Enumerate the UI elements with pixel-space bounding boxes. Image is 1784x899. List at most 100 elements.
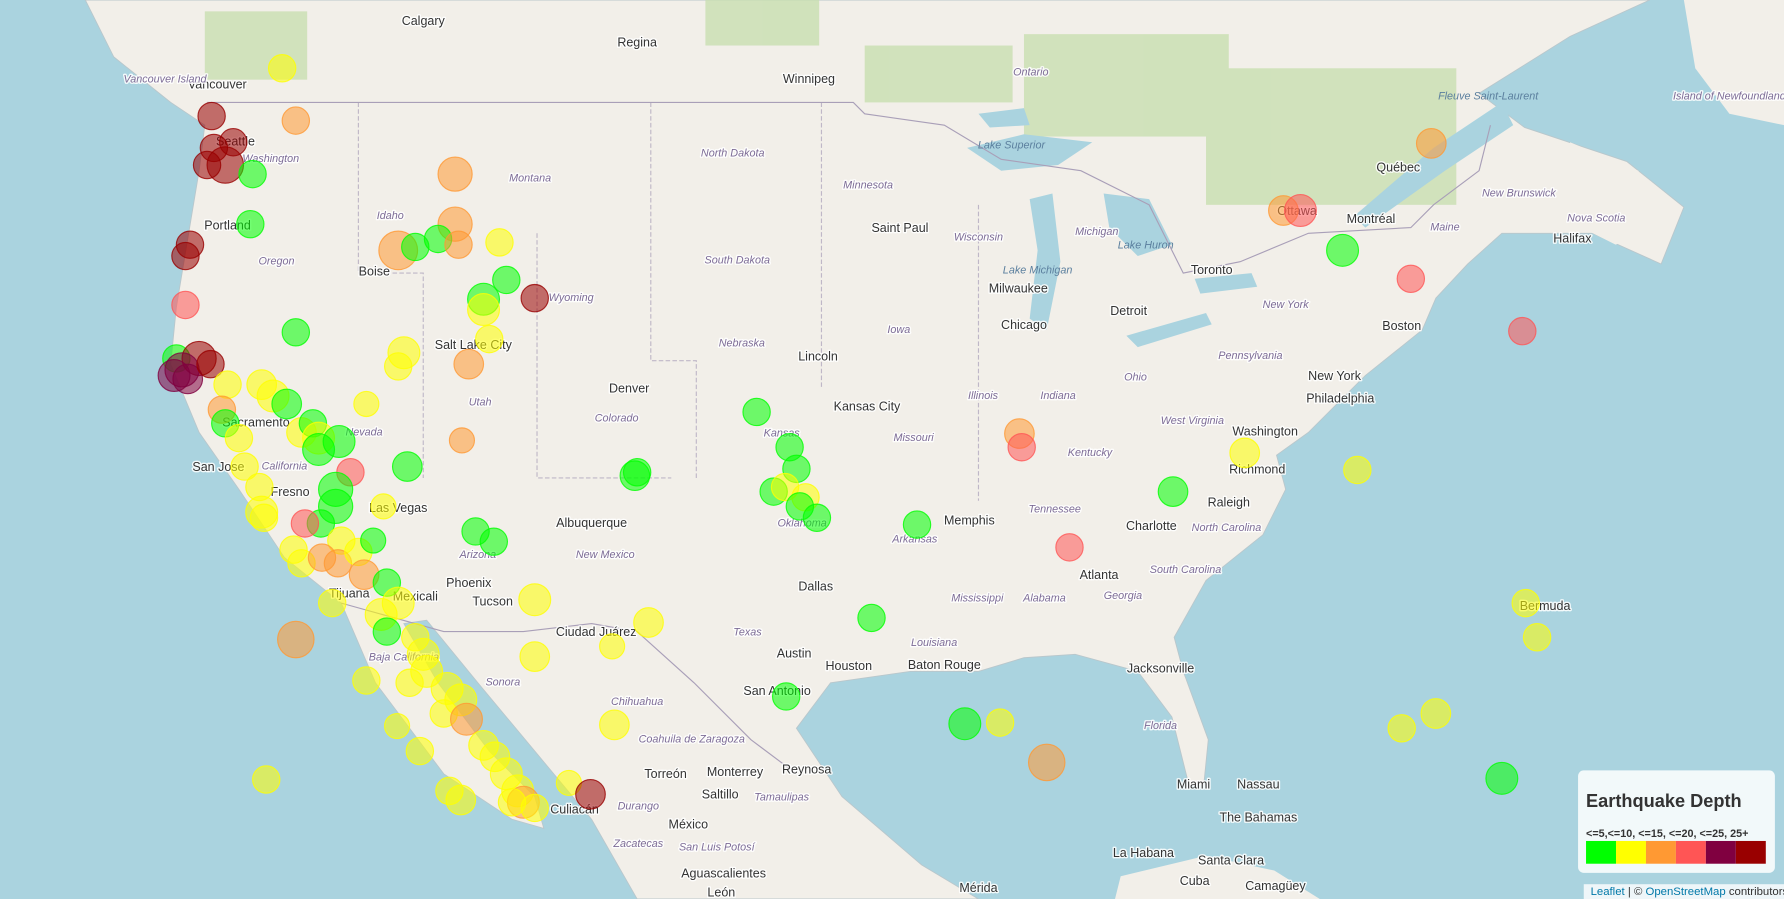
- region-label: San Luis Potosí: [679, 842, 756, 854]
- earthquake-marker[interactable]: [171, 290, 200, 320]
- earthquake-marker[interactable]: [213, 370, 242, 399]
- earthquake-marker[interactable]: [395, 668, 424, 698]
- earthquake-marker[interactable]: [1027, 743, 1066, 782]
- earthquake-marker[interactable]: [742, 397, 771, 427]
- earthquake-marker[interactable]: [444, 230, 473, 259]
- earthquake-marker[interactable]: [271, 388, 303, 420]
- earthquake-marker[interactable]: [1283, 194, 1317, 228]
- earthquake-marker[interactable]: [224, 423, 254, 453]
- earthquake-marker[interactable]: [519, 641, 551, 672]
- earthquake-marker[interactable]: [479, 527, 509, 556]
- earthquake-marker[interactable]: [902, 510, 932, 539]
- earthquake-marker[interactable]: [857, 603, 886, 633]
- earthquake-marker[interactable]: [192, 150, 222, 180]
- attribution-bg: [1583, 884, 1784, 899]
- earthquake-marker[interactable]: [290, 509, 320, 538]
- leaflet-link[interactable]: Leaflet: [1591, 886, 1626, 898]
- earthquake-marker[interactable]: [281, 318, 311, 347]
- legend-swatch: [1645, 840, 1676, 864]
- earthquake-marker[interactable]: [492, 265, 521, 295]
- earthquake-marker[interactable]: [948, 707, 982, 741]
- city-label: Saltillo: [702, 788, 739, 802]
- earthquake-marker[interactable]: [1420, 698, 1452, 729]
- earthquake-marker[interactable]: [1229, 437, 1261, 469]
- region-label: Michigan: [1075, 226, 1118, 238]
- earthquake-marker[interactable]: [802, 503, 832, 533]
- earthquake-marker[interactable]: [485, 228, 514, 257]
- earthquake-marker[interactable]: [520, 283, 549, 313]
- earthquake-marker[interactable]: [238, 159, 267, 189]
- earthquake-marker[interactable]: [352, 666, 381, 695]
- earthquake-marker[interactable]: [252, 765, 281, 794]
- earthquake-marker[interactable]: [467, 293, 501, 327]
- city-label: La Habana: [1113, 846, 1174, 860]
- city-label: Chicago: [1001, 318, 1047, 332]
- earthquake-marker[interactable]: [1326, 233, 1360, 267]
- earthquake-marker[interactable]: [453, 348, 485, 380]
- earthquake-marker[interactable]: [985, 708, 1015, 737]
- earthquake-marker[interactable]: [236, 209, 265, 239]
- earthquake-marker[interactable]: [383, 712, 411, 740]
- region-label: Vancouver Island: [123, 74, 207, 86]
- earthquake-marker[interactable]: [449, 702, 483, 736]
- earthquake-marker[interactable]: [518, 583, 552, 617]
- earthquake-marker[interactable]: [360, 527, 387, 554]
- region-label: Wyoming: [549, 292, 594, 304]
- earthquake-marker[interactable]: [771, 682, 801, 711]
- earthquake-marker[interactable]: [622, 458, 652, 487]
- earthquake-marker[interactable]: [318, 588, 347, 618]
- earthquake-marker[interactable]: [196, 349, 225, 379]
- region-label: Zacatecas: [612, 838, 663, 850]
- earthquake-marker[interactable]: [1396, 264, 1426, 294]
- city-label: Dallas: [798, 579, 833, 593]
- region-label: New York: [1263, 299, 1310, 311]
- earthquake-marker[interactable]: [1157, 476, 1189, 507]
- earthquake-marker[interactable]: [1522, 623, 1552, 652]
- earthquake-marker[interactable]: [575, 778, 606, 810]
- earthquake-marker[interactable]: [267, 54, 297, 83]
- earthquake-marker[interactable]: [599, 709, 630, 741]
- earthquake-marker[interactable]: [249, 503, 279, 533]
- earthquake-marker[interactable]: [599, 633, 626, 660]
- attribution: Leaflet | © OpenStreetMap contributors: [1591, 886, 1784, 898]
- earthquake-marker[interactable]: [475, 324, 504, 354]
- city-label: Milwaukee: [989, 281, 1048, 295]
- region-label: Tamaulipas: [754, 792, 809, 804]
- earthquake-marker[interactable]: [372, 617, 402, 646]
- earthquake-marker[interactable]: [1508, 316, 1537, 346]
- earthquake-marker[interactable]: [448, 427, 476, 454]
- earthquake-marker[interactable]: [157, 359, 191, 393]
- earthquake-marker[interactable]: [445, 784, 477, 816]
- earthquake-marker[interactable]: [353, 390, 380, 418]
- region-label: Florida: [1144, 720, 1177, 732]
- earthquake-marker[interactable]: [437, 156, 473, 192]
- earthquake-marker[interactable]: [405, 736, 435, 766]
- region-label: Minnesota: [843, 179, 893, 191]
- earthquake-marker[interactable]: [1415, 128, 1447, 159]
- earthquake-marker[interactable]: [171, 241, 200, 271]
- earthquake-marker[interactable]: [302, 432, 336, 467]
- city-label: Reynosa: [782, 763, 831, 777]
- earthquake-marker[interactable]: [391, 451, 423, 482]
- earthquake-marker[interactable]: [383, 352, 413, 381]
- earthquake-marker[interactable]: [1511, 588, 1540, 618]
- region-label: Georgia: [1104, 590, 1142, 602]
- land: [1115, 855, 1320, 899]
- earthquake-marker[interactable]: [1485, 761, 1519, 795]
- earthquake-marker[interactable]: [197, 101, 226, 131]
- earthquake-marker[interactable]: [1055, 533, 1084, 562]
- osm-link[interactable]: OpenStreetMap: [1645, 886, 1725, 898]
- earthquake-marker[interactable]: [1343, 455, 1372, 485]
- earthquake-marker[interactable]: [1387, 714, 1416, 743]
- city-label: Philadelphia: [1306, 392, 1374, 406]
- region-label: Nova Scotia: [1567, 212, 1625, 224]
- earthquake-marker[interactable]: [230, 452, 259, 481]
- region-label: Idaho: [377, 210, 404, 222]
- earthquake-marker[interactable]: [497, 788, 527, 817]
- earthquake-marker[interactable]: [633, 607, 664, 638]
- earthquake-marker[interactable]: [1007, 432, 1036, 462]
- earthquake-marker[interactable]: [281, 106, 311, 135]
- earthquake-marker[interactable]: [370, 493, 397, 520]
- earthquake-marker[interactable]: [277, 620, 315, 659]
